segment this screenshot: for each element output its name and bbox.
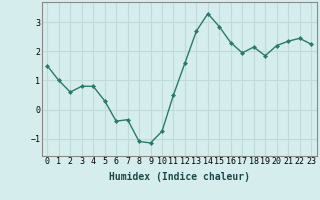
X-axis label: Humidex (Indice chaleur): Humidex (Indice chaleur) [109,172,250,182]
